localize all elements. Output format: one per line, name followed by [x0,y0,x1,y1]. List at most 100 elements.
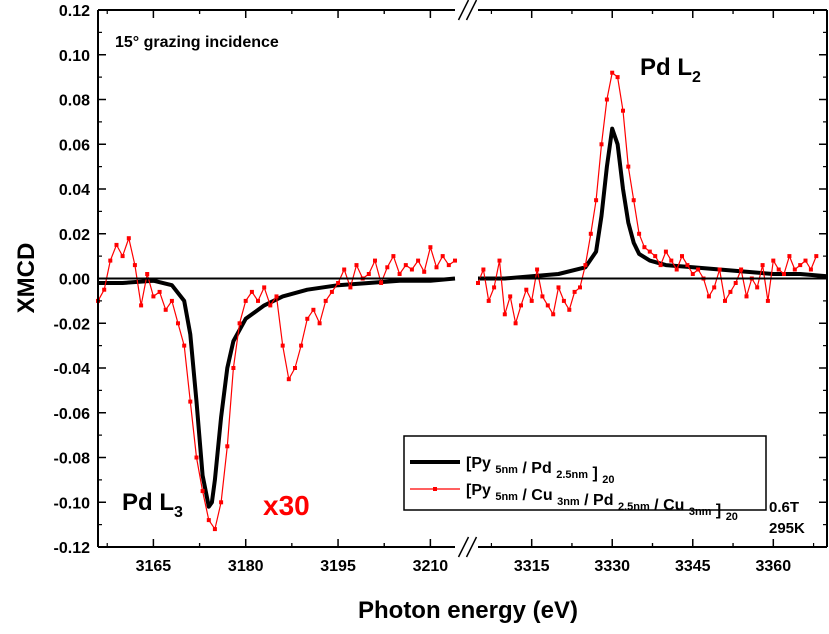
x-tick-label: 3195 [320,558,356,575]
legend-text-part: [Py [466,482,495,499]
series-1-point [798,263,803,268]
legend-text-part: ] [711,502,725,519]
series-1-segment-1-line [477,72,817,324]
series-1-point [311,307,316,312]
series-1-point [397,272,402,276]
y-tick-label: 0.04 [59,182,90,199]
series-1-point [508,294,513,299]
series-1-point [739,267,744,272]
series-1-point [385,265,390,270]
legend-swatch-red [410,487,460,491]
series-1-point [243,298,248,303]
series-1-point [529,298,534,303]
legend-subscript: 20 [602,474,614,486]
y-tick-label: 0.08 [59,93,90,110]
series-1-point [274,294,279,299]
series-1-point [540,294,545,299]
y-tick-label: -0.02 [54,316,91,333]
x-tick-label: 3210 [413,558,449,575]
series-1-point [379,281,384,285]
series-1-point [626,164,631,169]
y-tick-label: 0.12 [59,3,90,20]
field-annotation: 0.6T [769,499,799,516]
legend: [Py 5nm / Pd 2.5nm ] 20 [Py 5nm / Cu 3nm… [403,435,767,523]
series-1-point [674,267,679,272]
legend-text-part: / Pd [580,492,618,509]
series-1-point [814,254,819,259]
series-1-point [256,298,260,303]
pd-l3-annotation: Pd L3 [122,489,183,521]
series-1-point [416,258,421,263]
scale-factor-annotation: x30 [263,490,310,521]
series-1-point [440,254,445,259]
y-tick-label: 0.00 [59,272,90,289]
series-1-point [663,249,668,254]
series-1-point [658,263,663,268]
series-1-point [108,258,113,263]
series-1-point [760,263,765,268]
series-1-point [182,343,187,348]
axis-break-mark [457,536,470,558]
series-1-point [249,289,254,294]
series-1-point [194,455,199,460]
series-1-point [476,281,480,285]
series-1-point [188,399,193,404]
series-1-point [231,366,236,370]
series-1-point [446,263,451,268]
x-tick-label: 3180 [228,558,264,575]
legend-box [403,435,767,511]
series-1-point [286,377,291,382]
series-0-segment-1-line [478,126,828,281]
series-1-point [647,249,652,254]
series-1-point [561,298,566,303]
legend-label-py-pd: [Py 5nm / Pd 2.5nm ] 20 [466,455,614,486]
series-1-point [765,298,770,303]
series-1-point [336,281,341,285]
series-1-point [513,321,518,326]
series-1-point [169,298,174,303]
series-1-point [237,321,242,326]
series-1-point [744,294,749,299]
series-1-point [594,198,599,203]
series-1-point [706,294,711,299]
legend-subscript: 3nm [557,496,580,508]
series-1-point [323,298,328,303]
series-1-point [567,307,572,312]
series-1-point [206,518,211,523]
series-1-point [126,236,131,241]
series-1-point [428,245,433,250]
series-1-point [712,285,717,290]
series-1-point [453,258,457,263]
series-1-point [114,242,119,247]
x-tick-label: 3165 [136,558,172,575]
y-tick-label: -0.10 [54,495,91,512]
series-1-point [317,321,322,326]
series-1-point [723,298,727,303]
series-1-point [696,267,701,272]
series-1-point [132,263,137,268]
series-1-point [733,281,738,285]
y-tick-label: -0.06 [54,406,91,423]
y-axis-title: XMCD [13,243,40,314]
series-1-point [403,263,408,268]
series-1-point [120,254,125,259]
y-tick-label: 0.02 [59,227,90,244]
legend-text-part: / Cu [518,487,557,504]
series-1-point [792,267,797,272]
y-tick-label: 0.06 [59,137,90,154]
legend-text-part: / Cu [650,497,689,514]
temperature-annotation: 295K [769,520,805,537]
series-1-point [391,254,396,259]
axis-break-mark [457,0,470,21]
series-1-point [572,289,577,294]
axis-break-mark [465,0,478,21]
y-tick-label: -0.08 [54,451,91,468]
series-1-point [653,254,658,259]
series-1-point [690,272,695,276]
legend-text-part: ] [588,465,602,482]
pd-l2-text: Pd L [640,54,692,81]
series-1-point [486,298,491,303]
series-1-point [599,142,604,147]
series-1-point [422,269,427,274]
series-1-point [102,287,107,292]
